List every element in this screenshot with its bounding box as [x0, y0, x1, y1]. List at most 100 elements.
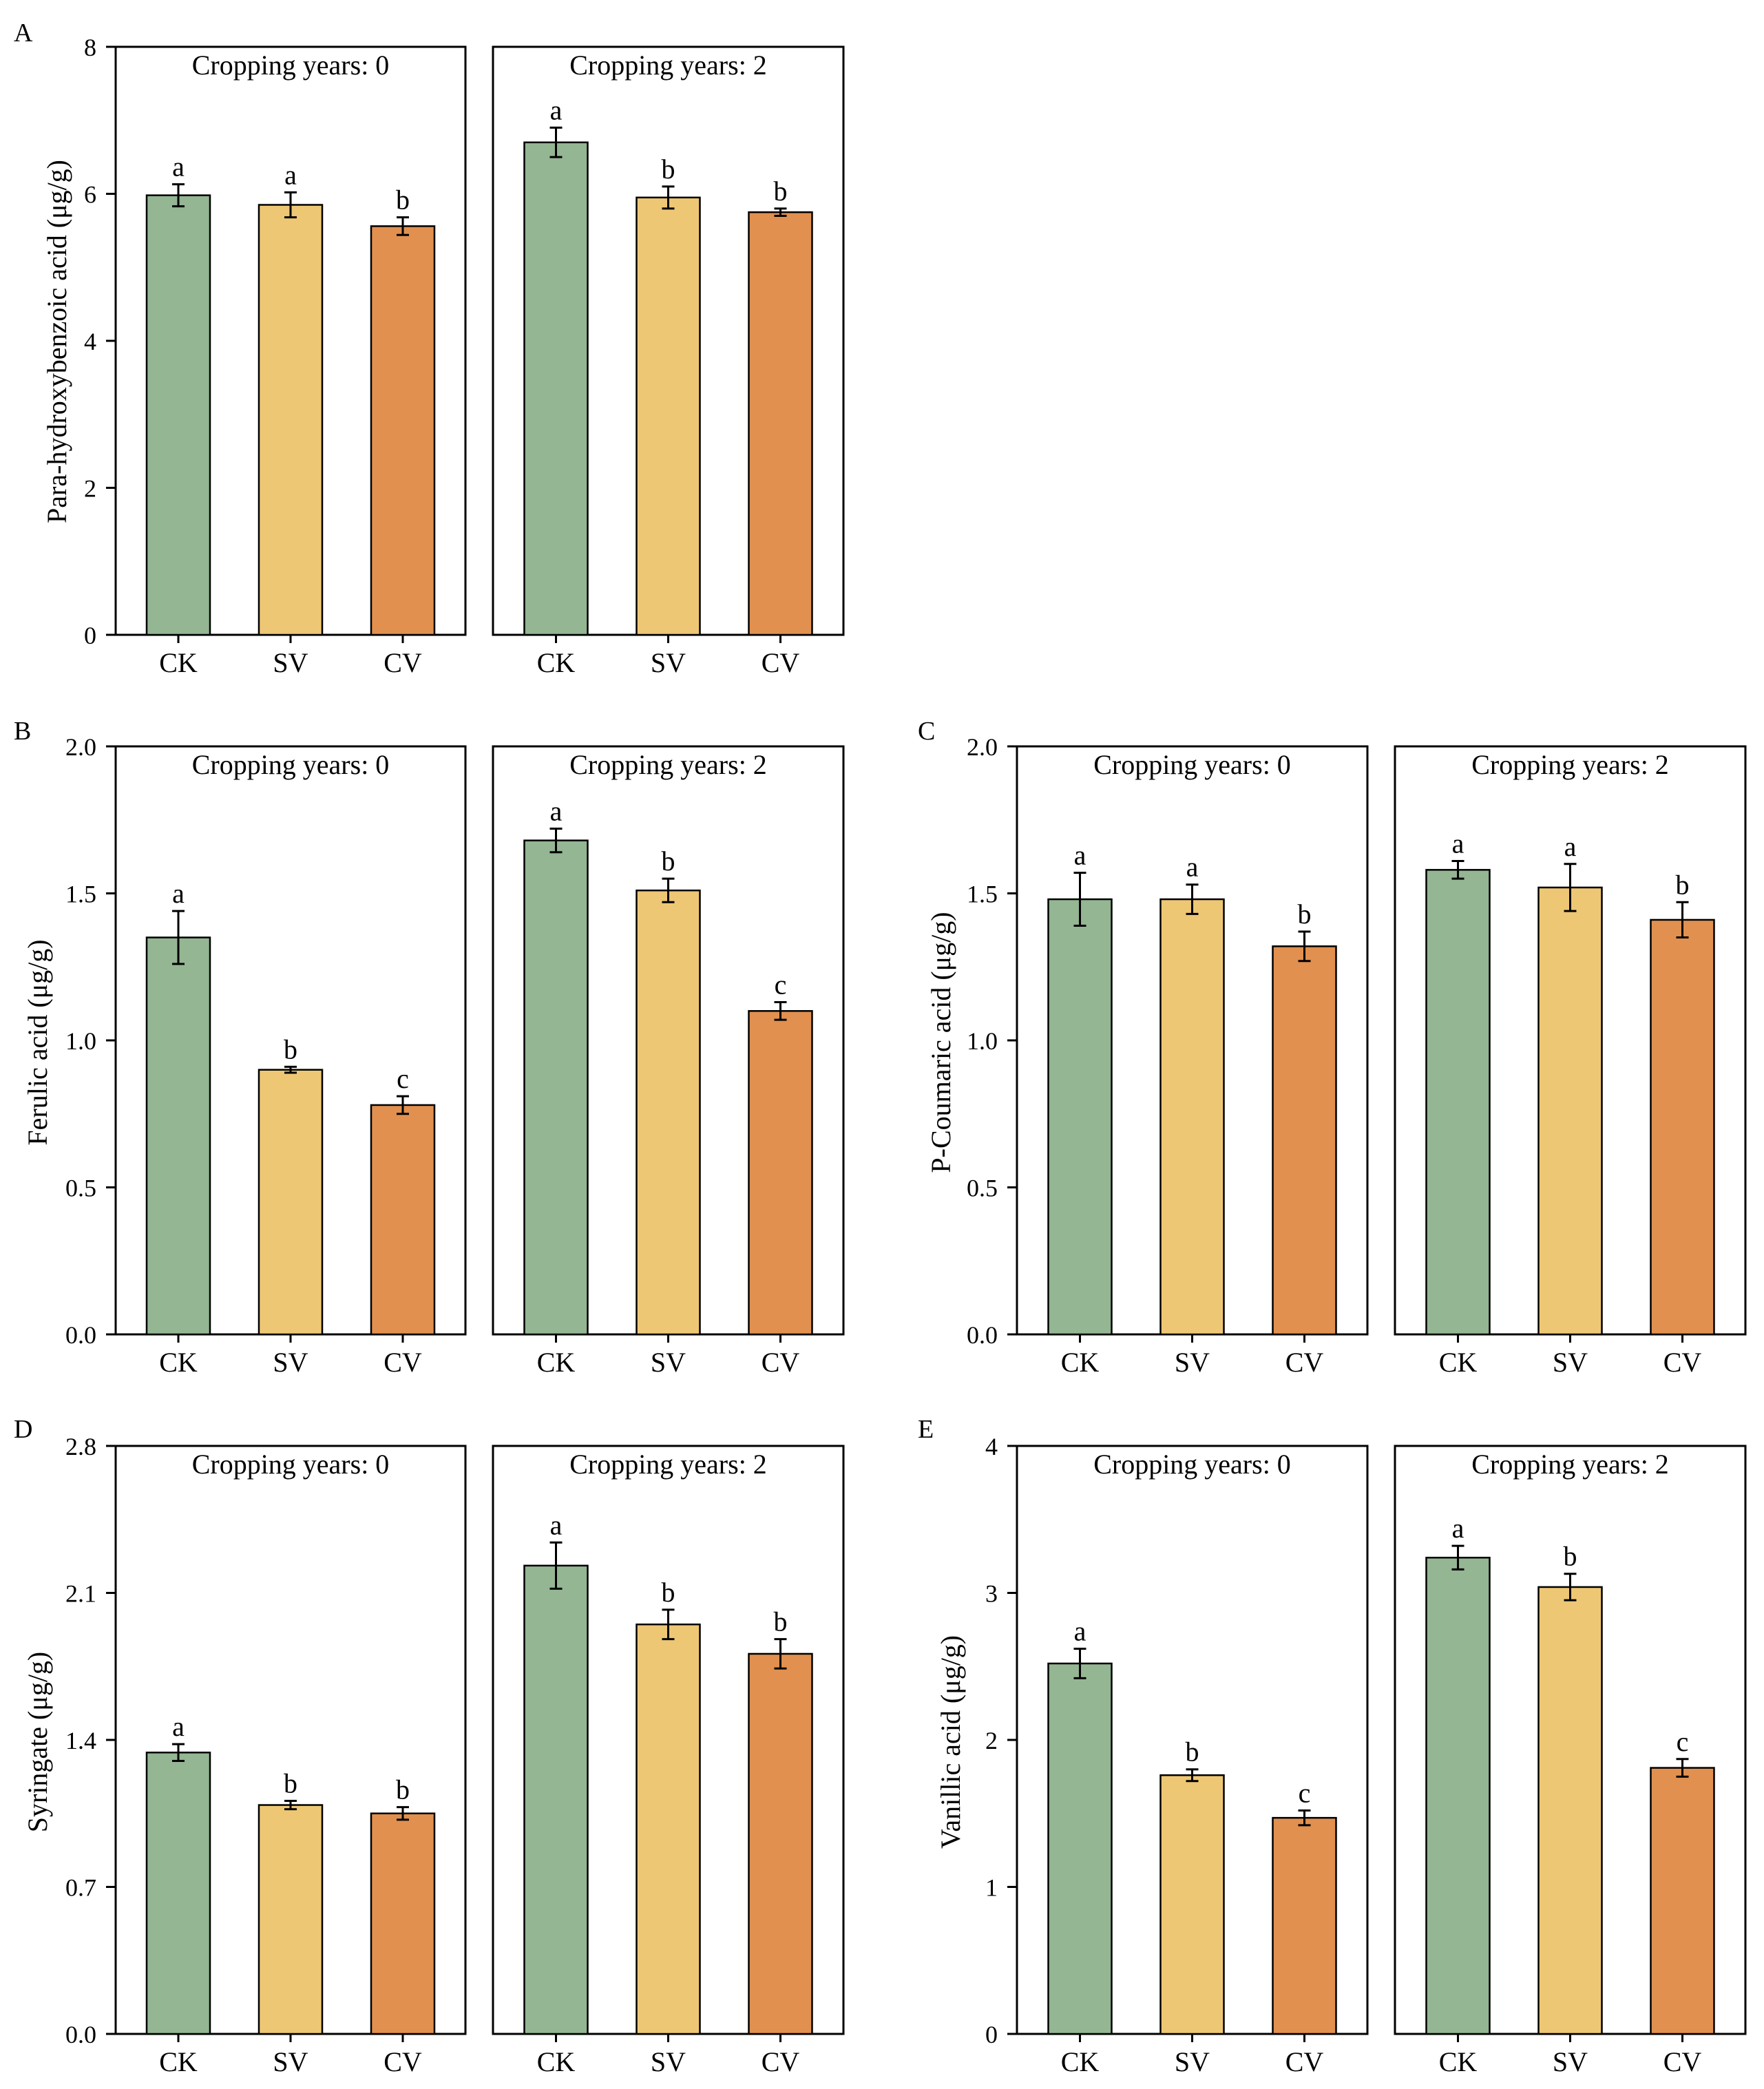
x-tick-label: SV — [1175, 2046, 1210, 2077]
panel-d-ylabel: Syringate (μg/g) — [22, 1652, 53, 1833]
y-tick-label: 1.0 — [967, 1027, 998, 1055]
bar-ck — [1047, 1662, 1113, 2035]
significance-letter: b — [662, 154, 675, 185]
bar-sv — [258, 1069, 324, 1336]
x-tick-label: CK — [159, 647, 198, 678]
y-tick-label: 2.8 — [65, 1433, 96, 1460]
significance-letter: b — [662, 1577, 675, 1608]
panel-c: C P-Coumaric acid (μg/g) 0.0 0.5 1.0 1.5 2.0… — [918, 717, 1747, 1378]
y-tick-label: 0 — [84, 622, 96, 649]
panel-c-ylabel: P-Coumaric acid (μg/g) — [925, 912, 956, 1173]
y-tick-label: 1.5 — [967, 881, 998, 908]
subplot-title: Cropping years: 2 — [1471, 1449, 1669, 1480]
x-tick-label: SV — [1553, 1347, 1588, 1378]
bar-cv — [748, 1010, 813, 1336]
bar-cv — [748, 211, 813, 636]
y-tick-label: 3 — [985, 1580, 998, 1608]
x-tick-label: CV — [384, 2046, 422, 2077]
y-tick-label: 0.0 — [967, 1321, 998, 1349]
y-tick-label: 8 — [84, 34, 96, 61]
panel-b-label: B — [14, 717, 31, 746]
significance-letter: b — [1564, 1541, 1577, 1572]
subplot-title: Cropping years: 2 — [569, 1449, 767, 1480]
x-tick-label: SV — [651, 1347, 686, 1378]
x-tick-label: SV — [273, 2046, 308, 2077]
panel-b: B Ferulic acid (μg/g) 0.0 0.5 1.0 1.5 2.0 Cro… — [14, 717, 845, 1378]
bar-ck — [523, 1564, 589, 2035]
subplot-title: Cropping years: 0 — [192, 1449, 390, 1480]
bar-ck — [1425, 1557, 1491, 2035]
significance-letter: c — [1299, 1777, 1311, 1808]
significance-letter: a — [1074, 840, 1086, 871]
bar-ck — [145, 1752, 211, 2035]
y-tick-label: 1.0 — [65, 1027, 96, 1055]
x-tick-label: CK — [159, 1347, 198, 1378]
significance-letter: a — [550, 796, 563, 827]
bar-sv — [1159, 898, 1225, 1336]
y-tick-label: 0.0 — [65, 2021, 96, 2048]
y-tick-label: 4 — [84, 328, 96, 355]
significance-letter: a — [284, 159, 297, 190]
significance-letter: a — [1074, 1616, 1086, 1647]
bar-ck — [1047, 898, 1113, 1336]
bar-ck — [145, 936, 211, 1336]
x-tick-label: SV — [273, 1347, 308, 1378]
significance-letter: a — [550, 94, 563, 125]
subplot-title: Cropping years: 0 — [192, 50, 390, 81]
bar-cv — [1650, 918, 1715, 1336]
significance-letter: b — [1186, 1736, 1199, 1767]
x-tick-label: CV — [384, 647, 422, 678]
significance-letter: c — [397, 1063, 409, 1094]
significance-letter: a — [172, 151, 185, 182]
significance-letter: b — [284, 1767, 297, 1798]
subplot-title: Cropping years: 2 — [569, 50, 767, 81]
y-tick-label: 0.7 — [65, 1874, 96, 1902]
panel-d-label: D — [14, 1415, 32, 1444]
significance-letter: c — [775, 969, 787, 1000]
significance-letter: a — [1452, 1513, 1464, 1544]
bar-cv — [1272, 1816, 1337, 2035]
bar-cv — [1650, 1767, 1715, 2035]
bar-sv — [636, 889, 701, 1336]
y-tick-label: 0.5 — [65, 1175, 96, 1202]
y-tick-label: 6 — [84, 181, 96, 209]
x-tick-label: SV — [1553, 2046, 1588, 2077]
bar-cv — [370, 1104, 436, 1336]
subplot-title: Cropping years: 0 — [1093, 1449, 1291, 1480]
subplot-title: Cropping years: 0 — [192, 749, 390, 780]
bar-sv — [1537, 1586, 1603, 2035]
subplot-title: Cropping years: 0 — [1093, 749, 1291, 780]
bar-sv — [258, 204, 324, 636]
significance-letter: b — [1298, 899, 1312, 930]
y-tick-label: 2.1 — [65, 1580, 96, 1608]
y-tick-label: 0 — [985, 2021, 998, 2048]
x-tick-label: CV — [1663, 1347, 1702, 1378]
panel-a-ylabel: Para-hydroxybenzoic acid (μg/g) — [41, 160, 72, 523]
x-tick-label: CK — [1439, 1347, 1478, 1378]
significance-letter: b — [284, 1033, 297, 1064]
y-tick-label: 0.0 — [65, 1321, 96, 1349]
x-tick-label: CV — [762, 2046, 800, 2077]
y-tick-label: 1.5 — [65, 881, 96, 908]
bar-sv — [636, 1624, 701, 2035]
significance-letter: a — [550, 1509, 563, 1540]
bar-sv — [1159, 1774, 1225, 2035]
significance-letter: b — [662, 846, 675, 876]
y-tick-label: 2.0 — [65, 733, 96, 761]
x-tick-label: SV — [1175, 1347, 1210, 1378]
bar-cv — [1272, 945, 1337, 1336]
x-tick-label: CV — [1663, 2046, 1702, 2077]
panel-e: E Vanillic acid (μg/g) 0 1 2 3 4 Cropping yea… — [918, 1415, 1747, 2077]
bar-ck — [523, 839, 589, 1336]
bar-ck — [1425, 869, 1491, 1336]
panel-a: A Para-hydroxybenzoic acid (μg/g) 0 2 4 6 8 C… — [14, 19, 845, 678]
bar-sv — [258, 1804, 324, 2035]
subplot-title: Cropping years: 2 — [1471, 749, 1669, 780]
x-tick-label: CV — [1285, 2046, 1324, 2077]
bar-ck — [523, 141, 589, 636]
y-tick-label: 2 — [84, 475, 96, 503]
significance-letter: b — [774, 176, 788, 207]
bar-sv — [636, 196, 701, 636]
x-tick-label: CV — [762, 647, 800, 678]
